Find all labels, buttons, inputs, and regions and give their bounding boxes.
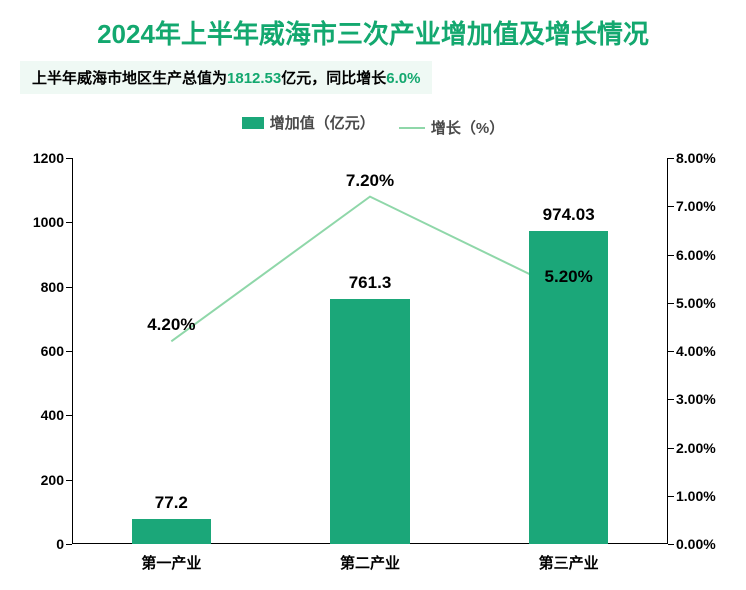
category-label: 第三产业 (539, 544, 599, 573)
y-right-tick-mark (668, 303, 674, 304)
line-value-label: 7.20% (346, 171, 394, 191)
y-right-tick-mark (668, 206, 674, 207)
y-right-tick-mark (668, 496, 674, 497)
subtitle-mid: 亿元，同比增长 (281, 70, 386, 87)
y-right-tick-label: 5.00% (668, 295, 716, 311)
y-left-tick-mark (66, 480, 72, 481)
y-left-tick-mark (66, 158, 72, 159)
y-right-tick-label: 0.00% (668, 536, 716, 552)
y-right-tick-mark (668, 351, 674, 352)
line-value-label: 4.20% (147, 315, 195, 335)
legend: 增加值（亿元） 增长（%） (0, 112, 746, 138)
y-left-tick-mark (66, 287, 72, 288)
legend-line-label: 增长（%） (431, 117, 504, 138)
y-right-tick-label: 1.00% (668, 488, 716, 504)
y-right-tick-mark (668, 544, 674, 545)
bar (132, 519, 211, 544)
y-right-tick-mark (668, 158, 674, 159)
legend-line-swatch (399, 127, 425, 129)
chart-area: 0200400600800100012000.00%1.00%2.00%3.00… (18, 158, 728, 578)
line-value-label: 5.20% (545, 267, 593, 287)
y-right-tick-label: 6.00% (668, 247, 716, 263)
y-right-tick-label: 3.00% (668, 391, 716, 407)
y-left-tick-mark (66, 415, 72, 416)
category-label: 第二产业 (340, 544, 400, 573)
legend-bar-label: 增加值（亿元） (270, 112, 375, 133)
y-right-tick-mark (668, 399, 674, 400)
plot-area: 0200400600800100012000.00%1.00%2.00%3.00… (72, 158, 668, 544)
category-label: 第一产业 (141, 544, 201, 573)
y-right-tick-label: 4.00% (668, 343, 716, 359)
bar-value-label: 761.3 (349, 273, 392, 293)
bar (330, 299, 409, 544)
y-right-tick-label: 8.00% (668, 150, 716, 166)
y-left-tick-mark (66, 544, 72, 545)
subtitle-value2: 6.0% (386, 70, 420, 87)
legend-bar: 增加值（亿元） (242, 112, 375, 133)
chart-title-text: 2024年上半年威海市三次产业增加值及增长情况 (97, 19, 649, 49)
bar-value-label: 77.2 (155, 493, 188, 513)
y-left-tick-mark (66, 351, 72, 352)
subtitle-box: 上半年威海市地区生产总值为1812.53亿元，同比增长6.0% (20, 61, 432, 94)
legend-line: 增长（%） (399, 117, 504, 138)
y-right-tick-label: 2.00% (668, 440, 716, 456)
bar-value-label: 974.03 (543, 205, 595, 225)
y-right-tick-label: 7.00% (668, 198, 716, 214)
legend-bar-swatch (242, 117, 264, 129)
chart-title: 2024年上半年威海市三次产业增加值及增长情况 (0, 0, 746, 51)
y-right-tick-mark (668, 255, 674, 256)
subtitle-prefix: 上半年威海市地区生产总值为 (32, 70, 227, 87)
y-right-tick-mark (668, 448, 674, 449)
subtitle-value1: 1812.53 (227, 70, 281, 87)
y-left-tick-mark (66, 222, 72, 223)
